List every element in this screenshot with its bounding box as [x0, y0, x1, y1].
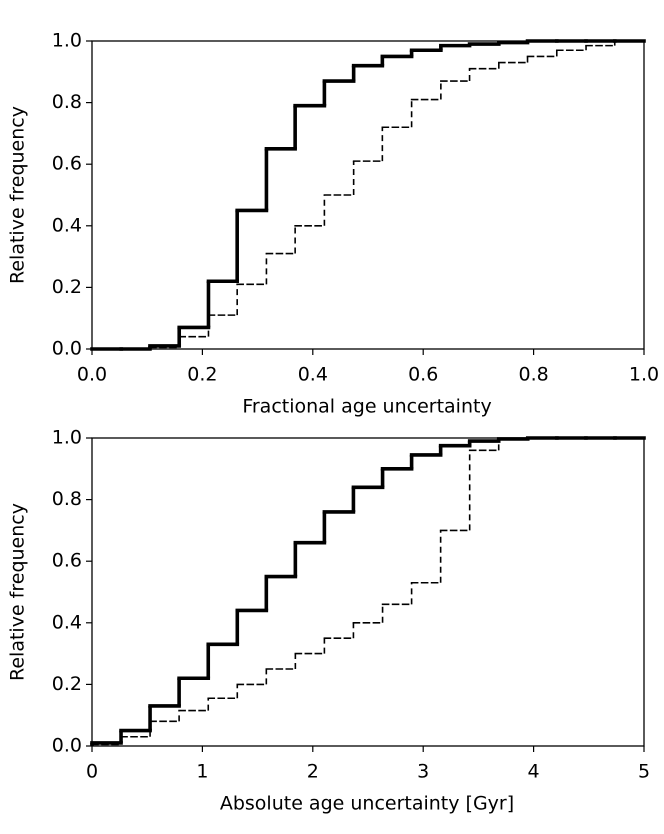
y-tick-label: 0.4: [52, 611, 82, 633]
y-tick-label: 0.0: [52, 338, 82, 360]
x-tick-label: 1: [196, 761, 208, 783]
x-tick-label: 0.0: [77, 364, 107, 386]
x-tick-label: 0.6: [408, 364, 438, 386]
y-tick-label: 0.4: [52, 214, 82, 236]
y-tick-label: 0.6: [52, 550, 82, 572]
x-tick-label: 4: [528, 761, 540, 783]
x-tick-label: 0.4: [298, 364, 328, 386]
plot-frame: [91, 40, 645, 350]
y-axis-label: Relative frequency: [7, 503, 29, 681]
y-tick-label: 0.2: [52, 276, 82, 298]
x-tick-label: 3: [417, 761, 429, 783]
x-tick-label: 0: [86, 761, 98, 783]
y-tick-label: 1.0: [52, 427, 82, 449]
y-tick-label: 1.0: [52, 30, 82, 52]
y-tick-label: 0.2: [52, 673, 82, 695]
x-tick-label: 2: [307, 761, 319, 783]
y-tick-label: 0.8: [52, 488, 82, 510]
y-tick-label: 0.6: [52, 153, 82, 175]
x-tick-label: 5: [638, 761, 650, 783]
x-tick-label: 0.2: [187, 364, 217, 386]
y-axis-label: Relative frequency: [7, 106, 29, 284]
x-axis-label: Fractional age uncertainty: [242, 396, 491, 418]
x-tick-label: 0.8: [518, 364, 548, 386]
x-tick-label: 1.0: [629, 364, 659, 386]
x-axis-label: Absolute age uncertainty [Gyr]: [220, 793, 514, 815]
y-tick-label: 0.8: [52, 91, 82, 113]
plot-frame: [91, 437, 645, 747]
y-tick-label: 0.0: [52, 735, 82, 757]
